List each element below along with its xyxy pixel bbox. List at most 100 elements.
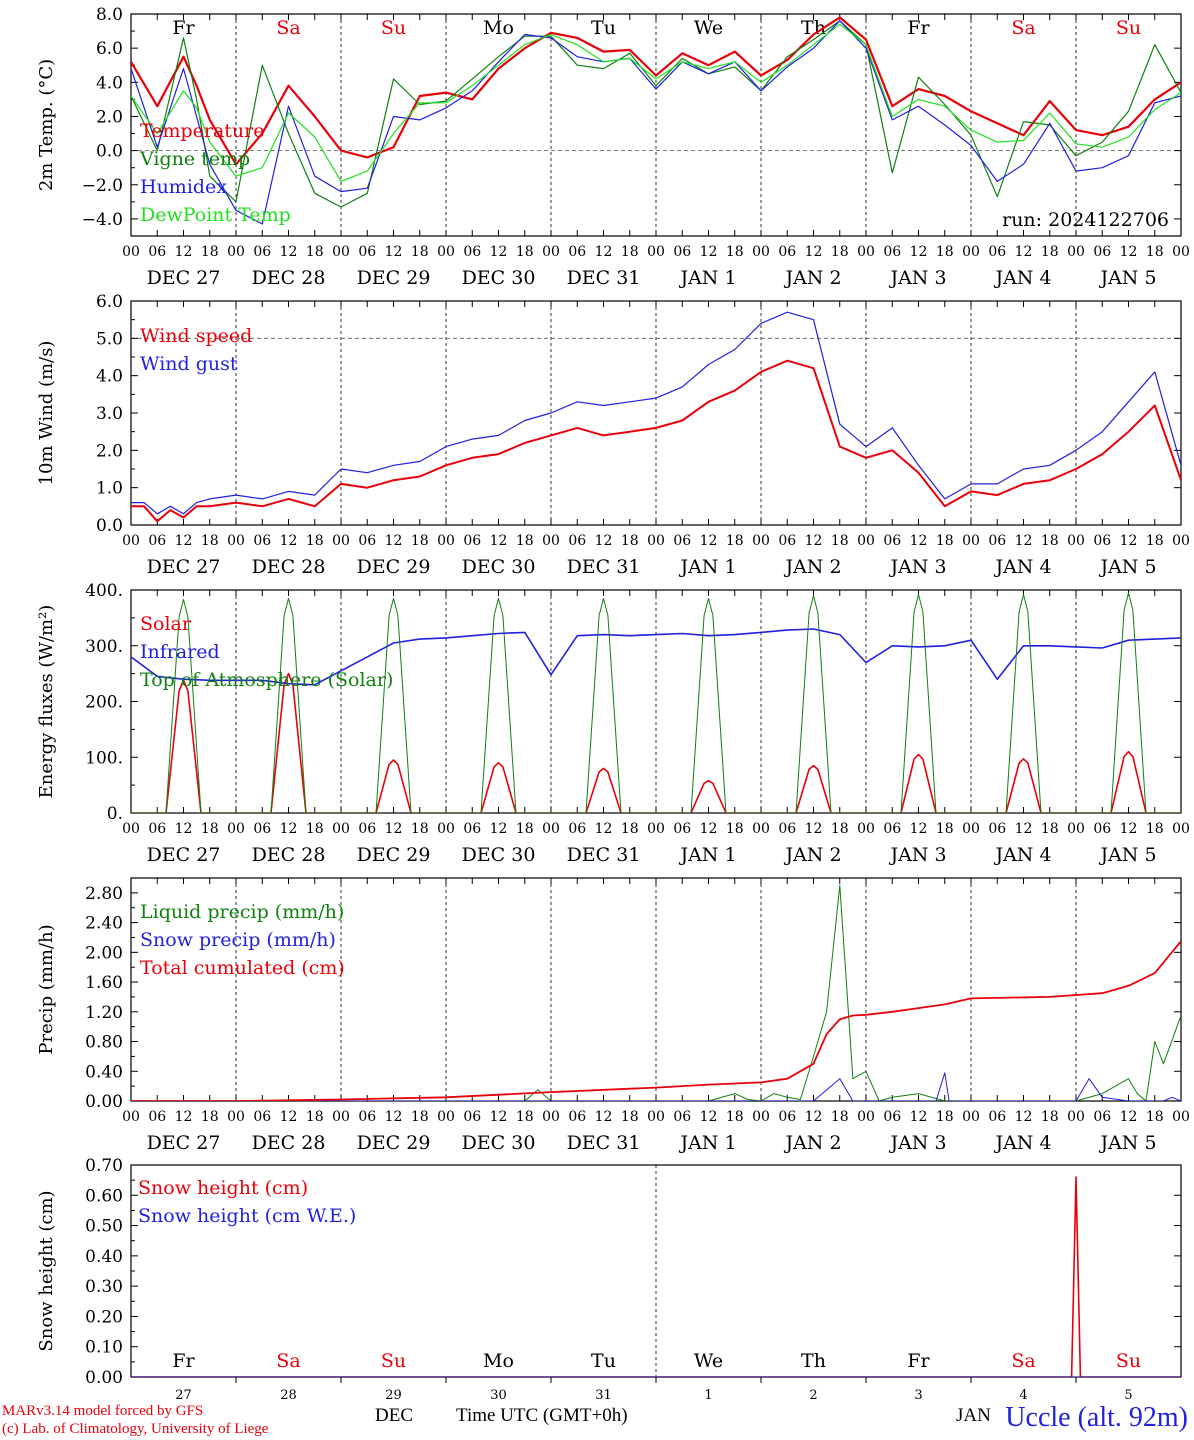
- y-axis-label: Energy fluxes (W/m²): [36, 605, 57, 799]
- weekday-label: Th: [801, 17, 826, 39]
- x-hour-label: 18: [726, 1109, 744, 1125]
- weekday-label: Tu: [591, 17, 616, 39]
- x-hour-label: 06: [1093, 821, 1111, 837]
- x-hour-label: 18: [831, 1109, 849, 1125]
- x-date-label: JAN 1: [678, 556, 736, 578]
- x-hour-label: 00: [857, 1109, 875, 1125]
- y-tick-label: 0.0: [96, 142, 123, 162]
- series-line-liquid-precip-mm-h-: [131, 884, 1181, 1101]
- x-hour-label: 06: [358, 821, 376, 837]
- x-hour-label: 18: [1146, 821, 1164, 837]
- x-hour-label: 12: [1120, 1109, 1138, 1125]
- x-hour-label: 06: [568, 533, 586, 549]
- x-hour-label: 00: [437, 1109, 455, 1125]
- y-tick-label: 0.60: [85, 1186, 123, 1206]
- x-day-number: 5: [1124, 1388, 1132, 1403]
- x-hour-label: 00: [332, 533, 350, 549]
- x-hour-label: 06: [253, 533, 271, 549]
- weekday-label: Fr: [172, 1350, 195, 1372]
- x-hour-label: 12: [490, 244, 508, 260]
- x-hour-label: 00: [542, 244, 560, 260]
- x-hour-label: 18: [1146, 244, 1164, 260]
- legend-entry: Vigne temp: [139, 148, 250, 170]
- y-tick-label: −4.0: [82, 210, 123, 230]
- x-date-label: DEC 30: [462, 267, 536, 289]
- x-hour-label: 00: [857, 533, 875, 549]
- y-axis-label: Snow height (cm): [36, 1190, 57, 1351]
- x-hour-label: 12: [700, 244, 718, 260]
- legend-entry: Snow precip (mm/h): [140, 929, 336, 951]
- legend-entry: Temperature: [140, 120, 264, 142]
- x-date-label: JAN 3: [888, 1132, 946, 1154]
- x-hour-label: 00: [752, 821, 770, 837]
- x-hour-label: 00: [227, 244, 245, 260]
- y-tick-label: 0.70: [85, 1156, 123, 1176]
- x-date-label: DEC 29: [357, 267, 431, 289]
- series-line-snow-precip-mm-h-: [131, 1072, 1181, 1101]
- x-hour-label: 06: [358, 1109, 376, 1125]
- x-hour-label: 00: [122, 1109, 140, 1125]
- weekday-label: Sa: [1011, 1350, 1035, 1372]
- x-day-number: 4: [1019, 1388, 1027, 1403]
- weekday-label: Su: [381, 17, 406, 39]
- x-hour-label: 18: [411, 821, 429, 837]
- x-hour-label: 12: [910, 1109, 928, 1125]
- y-axis-label: Precip (mm/h): [36, 924, 57, 1054]
- weekday-label: Th: [801, 1350, 826, 1372]
- legend-entry: Snow height (cm W.E.): [138, 1205, 356, 1227]
- x-hour-label: 06: [463, 1109, 481, 1125]
- x-hour-label: 00: [1172, 533, 1190, 549]
- x-hour-label: 06: [148, 533, 166, 549]
- x-hour-label: 18: [936, 821, 954, 837]
- x-hour-label: 12: [805, 244, 823, 260]
- x-hour-label: 18: [1041, 1109, 1059, 1125]
- x-hour-label: 06: [1093, 1109, 1111, 1125]
- x-date-label: JAN 2: [783, 267, 841, 289]
- x-hour-label: 06: [673, 533, 691, 549]
- x-hour-label: 12: [385, 244, 403, 260]
- legend-entry: Snow height (cm): [138, 1177, 308, 1199]
- y-tick-label: 0.: [107, 804, 123, 824]
- x-hour-label: 00: [647, 821, 665, 837]
- x-hour-label: 00: [227, 1109, 245, 1125]
- x-hour-label: 00: [437, 244, 455, 260]
- x-hour-label: 00: [227, 821, 245, 837]
- x-date-label: JAN 4: [993, 267, 1051, 289]
- x-hour-label: 00: [122, 821, 140, 837]
- chart-panel-3: 0. 100. 200. 300. 400. Energy fluxes (W/m²) 00…: [36, 581, 1190, 866]
- x-hour-label: 18: [831, 533, 849, 549]
- x-hour-label: 12: [700, 821, 718, 837]
- x-hour-label: 18: [306, 821, 324, 837]
- x-hour-label: 18: [516, 821, 534, 837]
- y-tick-label: −2.0: [82, 176, 123, 196]
- legend-entry: Wind speed: [140, 325, 252, 347]
- x-date-label: DEC 31: [567, 1132, 641, 1154]
- x-hour-label: 18: [1041, 533, 1059, 549]
- x-hour-label: 12: [595, 244, 613, 260]
- x-hour-label: 06: [568, 1109, 586, 1125]
- x-date-label: DEC 29: [357, 1132, 431, 1154]
- x-date-label: DEC 29: [357, 844, 431, 866]
- x-date-label: DEC 27: [147, 1132, 221, 1154]
- x-day-number: 30: [490, 1388, 507, 1403]
- x-hour-label: 12: [1120, 821, 1138, 837]
- x-hour-label: 12: [175, 533, 193, 549]
- x-hour-label: 06: [1093, 244, 1111, 260]
- x-day-number: 27: [175, 1388, 192, 1403]
- x-hour-label: 06: [988, 821, 1006, 837]
- y-tick-label: 4.0: [96, 73, 123, 93]
- x-hour-label: 18: [936, 533, 954, 549]
- x-hour-label: 06: [358, 244, 376, 260]
- x-hour-label: 18: [411, 244, 429, 260]
- x-hour-label: 06: [988, 1109, 1006, 1125]
- weekday-label: Su: [1116, 17, 1141, 39]
- y-tick-label: 8.0: [96, 5, 123, 25]
- x-hour-label: 18: [411, 1109, 429, 1125]
- weekday-label: Fr: [907, 17, 930, 39]
- series-line-wind-speed: [131, 359, 1181, 523]
- x-hour-label: 12: [280, 1109, 298, 1125]
- y-tick-label: 5.0: [96, 329, 123, 349]
- x-date-label: JAN 5: [1098, 556, 1156, 578]
- x-hour-label: 18: [831, 821, 849, 837]
- y-tick-label: 0.80: [85, 1033, 123, 1053]
